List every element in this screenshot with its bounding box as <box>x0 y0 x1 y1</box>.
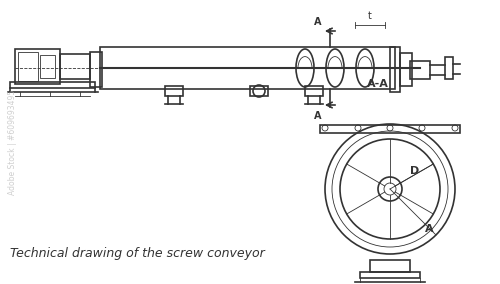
Bar <box>305 86 323 96</box>
Bar <box>40 55 55 78</box>
Bar <box>165 86 183 96</box>
Bar <box>410 61 430 79</box>
Bar <box>18 52 38 81</box>
Text: Technical drawing of the screw conveyor: Technical drawing of the screw conveyor <box>10 247 265 260</box>
Bar <box>360 272 420 278</box>
Bar <box>390 47 400 92</box>
Text: Adobe Stock | #609693495: Adobe Stock | #609693495 <box>8 89 17 195</box>
Bar <box>90 52 102 87</box>
Text: A: A <box>314 17 322 27</box>
Text: D: D <box>410 166 419 176</box>
Bar <box>60 54 90 79</box>
Text: A: A <box>425 224 434 234</box>
Bar <box>400 53 412 86</box>
Text: A-A: A-A <box>367 79 389 89</box>
Bar <box>370 260 410 272</box>
Bar <box>10 82 95 88</box>
Text: t: t <box>368 11 372 21</box>
Bar <box>100 47 395 89</box>
Bar <box>320 125 460 133</box>
Bar <box>250 86 268 96</box>
Text: A: A <box>314 111 322 121</box>
Bar <box>15 49 60 84</box>
Bar <box>445 57 453 79</box>
